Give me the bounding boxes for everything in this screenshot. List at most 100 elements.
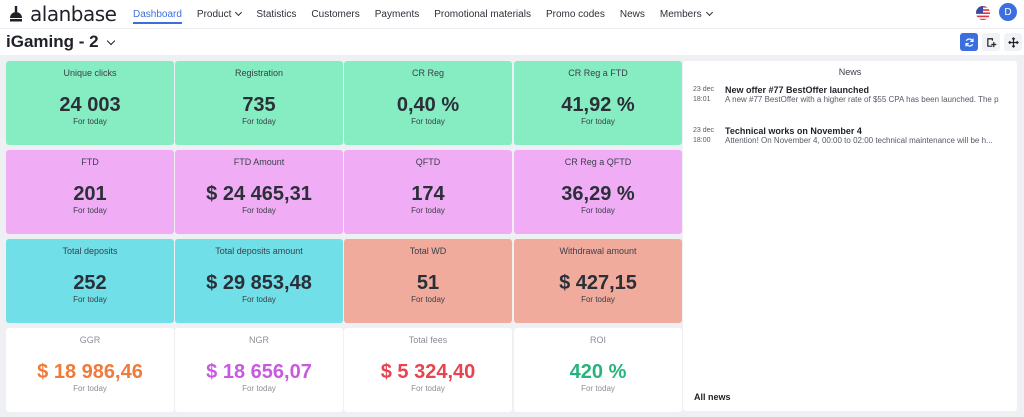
metric-card-total-fees[interactable]: Total fees $ 5 324,40 For today (344, 328, 512, 412)
metric-title: Unique clicks (63, 68, 117, 78)
us-flag-icon[interactable] (976, 6, 990, 20)
metric-period: For today (581, 206, 615, 215)
nav-item-label: Customers (311, 8, 360, 20)
metric-title: Total deposits (62, 246, 118, 256)
news-panel-title: News (838, 67, 862, 77)
metric-period: For today (73, 117, 107, 126)
metric-value: 174 (411, 183, 445, 205)
metric-period: For today (411, 295, 445, 304)
news-item[interactable]: 23 dec 18:00 Technical works on November… (693, 126, 1013, 154)
dashboard-title: iGaming - 2 (6, 32, 99, 51)
news-item-time: 18:01 (693, 96, 711, 103)
nav-item-label: Payments (374, 8, 420, 20)
news-item-headline: Technical works on November 4 (725, 126, 862, 136)
brand-name: alanbase (30, 2, 117, 26)
metric-title: Total fees (408, 335, 448, 345)
metric-value: $ 5 324,40 (380, 361, 476, 383)
refresh-button[interactable] (960, 33, 978, 51)
user-avatar[interactable]: D (999, 3, 1017, 21)
metric-period: For today (411, 384, 445, 393)
metric-card-unique-clicks[interactable]: Unique clicks 24 003 For today (6, 61, 174, 145)
news-item[interactable]: 23 dec 18:01 New offer #77 BestOffer lau… (693, 85, 1013, 113)
news-item-text: A new #77 BestOffer with a higher rate o… (725, 95, 999, 104)
metric-title: GGR (79, 335, 101, 345)
metric-card-total-deposits-amount[interactable]: Total deposits amount $ 29 853,48 For toda… (175, 239, 343, 323)
metric-card-ggr[interactable]: GGR $ 18 986,46 For today (6, 328, 174, 412)
main-nav: Dashboard Product Statistics Customers Payme… (133, 0, 727, 28)
metric-card-total-deposits[interactable]: Total deposits 252 For today (6, 239, 174, 323)
news-item-date: 23 dec (693, 86, 715, 93)
nav-item-label: Promotional materials (434, 8, 531, 20)
metric-card-total-wd[interactable]: Total WD 51 For today (344, 239, 512, 323)
nav-item-news[interactable]: News (620, 0, 645, 28)
metric-card-ngr[interactable]: NGR $ 18 656,07 For today (175, 328, 343, 412)
metric-card-registration[interactable]: Registration 735 For today (175, 61, 343, 145)
metric-value: 36,29 % (561, 183, 635, 205)
metric-value: 0,40 % (396, 94, 460, 116)
move-button[interactable] (1004, 33, 1022, 51)
metric-value: 51 (416, 272, 440, 294)
metric-card-roi[interactable]: ROI 420 % For today (514, 328, 682, 412)
nav-item-label: Product (196, 8, 232, 20)
metric-title: NGR (249, 335, 269, 345)
metric-period: For today (73, 295, 107, 304)
dashboard-header: iGaming - 2 (0, 28, 1024, 55)
add-widget-icon (986, 37, 996, 47)
metric-card-cr-reg-a-ftd[interactable]: CR Reg a FTD 41,92 % For today (514, 61, 682, 145)
nav-item-customers[interactable]: Customers (311, 0, 359, 28)
metric-value: $ 29 853,48 (206, 272, 312, 294)
chevron-down-icon (106, 36, 115, 45)
chevron-down-icon (235, 8, 243, 17)
nav-item-dashboard[interactable]: Dashboard (133, 0, 182, 28)
nav-item-label: News (619, 8, 645, 20)
metric-title: FTD (81, 157, 99, 167)
metric-title: Registration (234, 68, 284, 78)
metric-period: For today (411, 117, 445, 126)
metric-card-ftd[interactable]: FTD 201 For today (6, 150, 174, 234)
metric-card-ftd-amount[interactable]: FTD Amount $ 24 465,31 For today (175, 150, 343, 234)
metric-card-cr-reg-a-qftd[interactable]: CR Reg a QFTD 36,29 % For today (514, 150, 682, 234)
nav-item-label: Promo codes (545, 8, 605, 20)
add-widget-button[interactable] (982, 33, 1000, 51)
metric-title: FTD Amount (233, 157, 285, 167)
metric-title: Withdrawal amount (559, 246, 637, 256)
metric-value: 41,92 % (561, 94, 635, 116)
metric-period: For today (411, 206, 445, 215)
metric-title: QFTD (415, 157, 441, 167)
metric-value: 735 (242, 94, 276, 116)
nav-item-promotional-materials[interactable]: Promotional materials (434, 0, 531, 28)
metric-value: 201 (73, 183, 107, 205)
metric-period: For today (242, 206, 276, 215)
nav-item-statistics[interactable]: Statistics (256, 0, 296, 28)
all-news-link[interactable]: All news (694, 392, 731, 402)
chevron-down-icon (705, 8, 713, 17)
metric-card-withdrawal-amount[interactable]: Withdrawal amount $ 427,15 For today (514, 239, 682, 323)
refresh-icon (964, 37, 974, 47)
metric-title: Total deposits amount (215, 246, 303, 256)
metric-title: CR Reg a FTD (568, 68, 628, 78)
nav-item-product[interactable]: Product (196, 0, 243, 28)
metric-value: $ 24 465,31 (206, 183, 312, 205)
nav-item-payments[interactable]: Payments (375, 0, 419, 28)
metric-period: For today (242, 117, 276, 126)
metric-title: CR Reg (411, 68, 444, 78)
metric-period: For today (581, 117, 615, 126)
metric-title: CR Reg a QFTD (564, 157, 632, 167)
brand-logo[interactable]: alanbase (6, 2, 118, 26)
nav-item-members[interactable]: Members (659, 0, 713, 28)
news-panel: News 23 dec 18:01 New offer #77 BestOffe… (683, 61, 1017, 411)
news-item-text: Attention! On November 4, 00:00 to 02:00… (725, 136, 993, 145)
metric-card-cr-reg[interactable]: CR Reg 0,40 % For today (344, 61, 512, 145)
nav-item-label: Members (659, 8, 702, 20)
alanbase-logo-icon (10, 6, 22, 22)
nav-item-label: Statistics (256, 8, 297, 20)
nav-item-promo-codes[interactable]: Promo codes (546, 0, 605, 28)
news-item-date: 23 dec (693, 127, 715, 134)
dashboard-selector[interactable]: iGaming - 2 (6, 32, 115, 52)
metric-card-qftd[interactable]: QFTD 174 For today (344, 150, 512, 234)
news-item-headline: New offer #77 BestOffer launched (725, 85, 870, 95)
metric-title: Total WD (409, 246, 447, 256)
metric-value: 24 003 (59, 94, 121, 116)
metric-period: For today (242, 384, 276, 393)
nav-item-label: Dashboard (133, 8, 182, 20)
